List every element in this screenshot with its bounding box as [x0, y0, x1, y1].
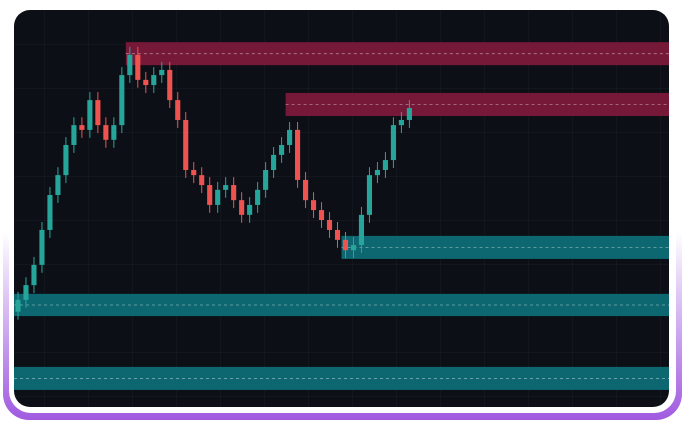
candle-body [55, 175, 61, 196]
candle-body [334, 229, 341, 240]
candle-body [342, 239, 349, 251]
candle-body [39, 229, 45, 265]
candle-body [406, 108, 412, 120]
candle-body [175, 100, 181, 120]
grid-pattern [14, 10, 669, 407]
candle-body [295, 129, 301, 180]
candle-body [79, 125, 85, 130]
candle-body [151, 75, 157, 86]
plot-area [14, 10, 669, 407]
candle-body [103, 125, 109, 140]
zone [14, 366, 669, 390]
candle-body [358, 214, 365, 246]
candle-body [239, 200, 245, 215]
candle-body [390, 125, 396, 161]
candle-body [302, 179, 309, 201]
zone [125, 42, 669, 66]
candle-body [71, 125, 77, 145]
candle-body [223, 185, 229, 190]
candle-body [135, 54, 141, 80]
candle-body [326, 220, 333, 230]
candle-body [382, 160, 388, 170]
candle-body [207, 185, 213, 205]
candle-body [23, 285, 29, 300]
candle-body [119, 75, 125, 126]
candle-body [350, 245, 357, 251]
candle-body [318, 210, 325, 221]
candle-body [167, 69, 173, 101]
candle-body [159, 69, 165, 76]
candle-body [263, 169, 269, 190]
candle-body [287, 129, 293, 145]
candle-body [199, 175, 205, 186]
candle-body [191, 169, 197, 176]
candle-body [398, 119, 404, 126]
candle-body [231, 185, 237, 201]
candle-body [255, 189, 261, 205]
candle-body [15, 299, 21, 312]
candle-body [366, 175, 373, 215]
candle-body [95, 100, 101, 126]
zone [14, 293, 669, 317]
candle-body [271, 154, 277, 170]
candle-body [374, 169, 381, 176]
candle-body [215, 189, 221, 205]
candle-body [247, 204, 253, 215]
candle-body [31, 264, 37, 286]
candle-body [279, 144, 285, 155]
candle-body [143, 79, 149, 86]
candle-body [63, 144, 69, 176]
candle-body [310, 200, 317, 211]
candle-body [127, 54, 133, 76]
zone [285, 92, 669, 116]
candle-body [47, 195, 53, 230]
candle-body [87, 100, 93, 130]
zone [341, 235, 669, 259]
candle-body [111, 125, 117, 140]
candle-body [183, 119, 189, 170]
